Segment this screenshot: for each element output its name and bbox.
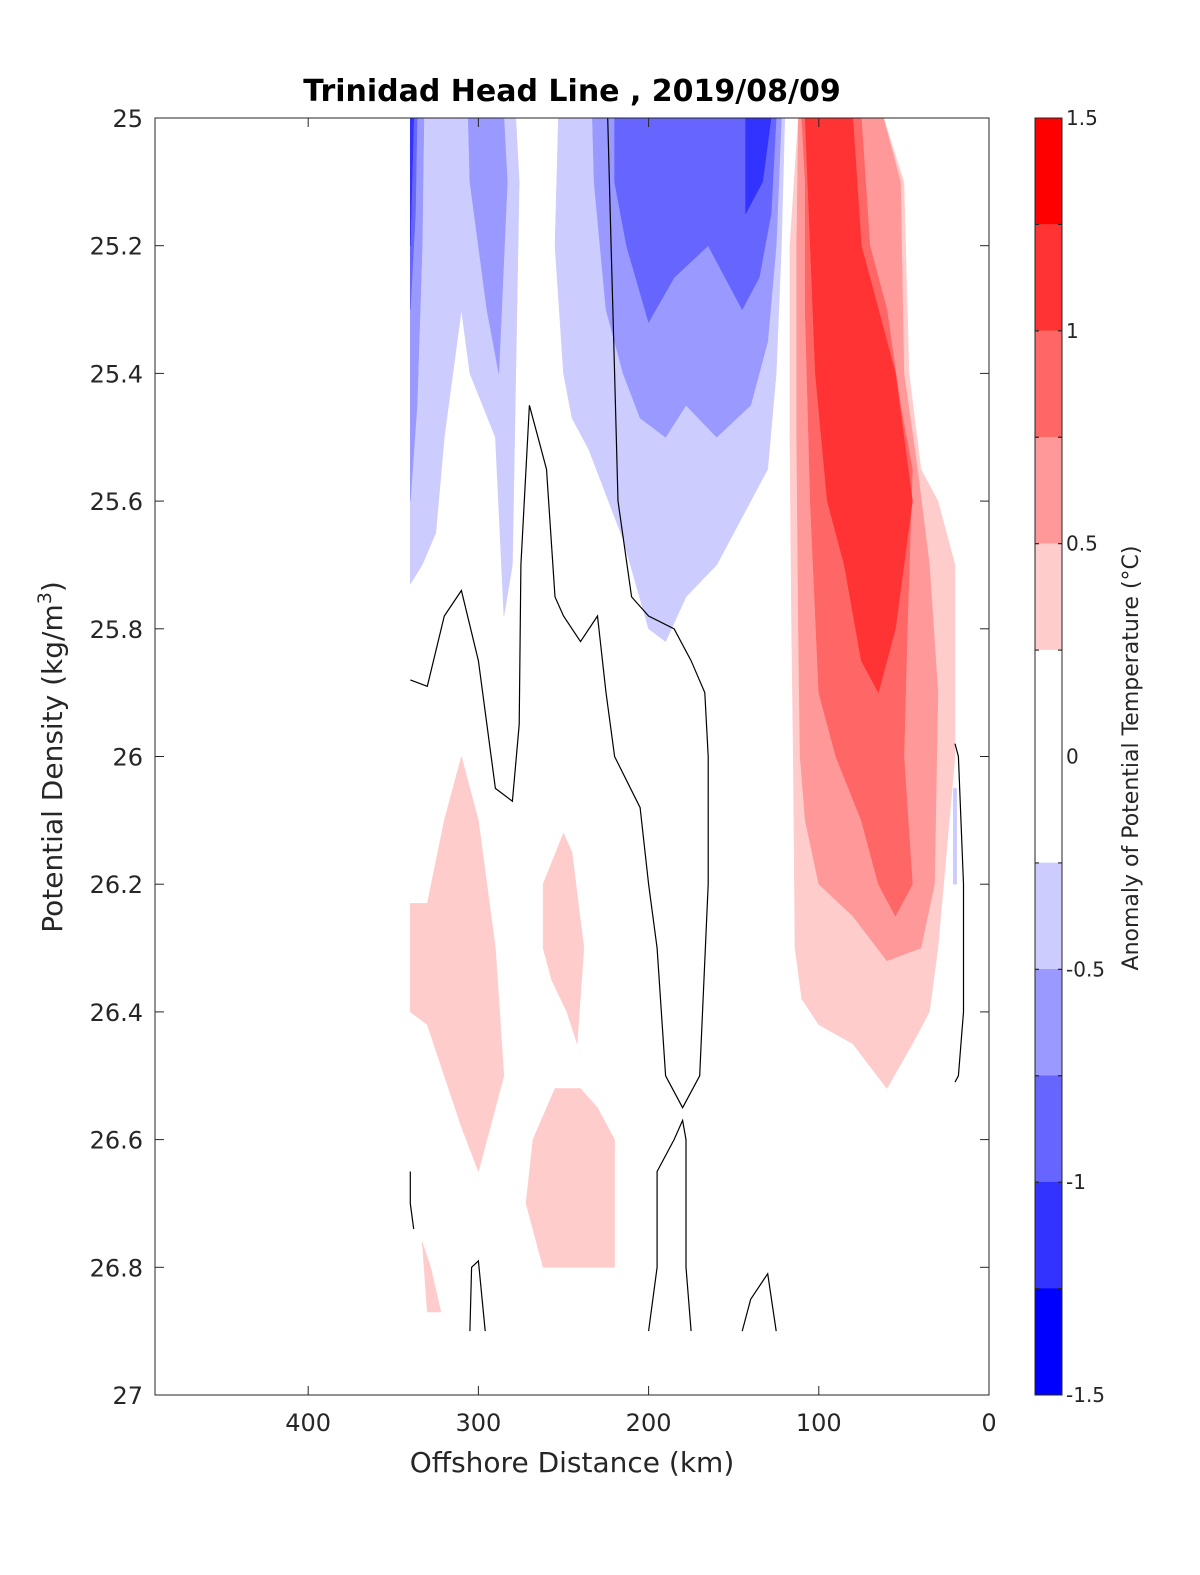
colorbar-ticks: 1.5 1 0.5 0 -0.5 -1 -1.5 [1035,106,1105,1407]
x-axis-label: Offshore Distance (km) [410,1446,735,1479]
colorbar-tick-label: 0.5 [1066,532,1098,556]
chart-title: Trinidad Head Line , 2019/08/09 [303,74,840,109]
contour-lines [409,117,965,1332]
contour-fills [410,117,957,1313]
y-axis-label: Potential Density (kg/m3) [34,581,69,933]
colorbar-band-8 [1034,1075,1063,1183]
colorbar-tick-label: 1.5 [1066,106,1098,130]
y-tick-label: 27 [112,1382,143,1410]
contour-region-17 [953,788,957,885]
contour-region-13 [410,755,505,1173]
colorbar-band-0 [1034,117,1063,225]
y-tick-label: 25.6 [90,488,143,516]
colorbar-tick-label: -0.5 [1066,957,1105,981]
contour-region-7 [614,117,777,323]
zero-contour-line-4 [741,1272,777,1332]
y-tick-label: 25.2 [90,233,143,261]
colorbar-band-2 [1034,330,1063,438]
colorbar-bands [1034,117,1063,1396]
contour-region-15 [525,1088,615,1268]
zero-contour-line-0 [410,117,709,1109]
colorbar-label: Anomaly of Potential Temperature (°C) [1119,546,1144,971]
x-tick-label: 0 [981,1409,996,1437]
y-tick-label: 25.8 [90,616,143,644]
x-tick-label: 400 [285,1409,331,1437]
contour-region-14 [542,832,585,1044]
colorbar-band-5 [1034,649,1063,864]
zero-contour-line-3 [648,1118,692,1332]
colorbar-frame [1034,117,1063,1396]
colorbar-tick-label: -1.5 [1066,1383,1105,1407]
colorbar-tick-label: -1 [1066,1170,1086,1194]
colorbar-band-1 [1034,224,1063,332]
contour-region-12 [804,117,913,694]
y-tick-label: 25.4 [90,360,143,388]
y-tick-label: 26.2 [90,871,143,899]
x-tick-label: 100 [796,1409,842,1437]
colorbar-band-7 [1034,969,1063,1076]
contour-region-16 [421,1241,442,1313]
colorbar-band-3 [1034,437,1063,544]
y-axis-ticks: 25 25.2 25.4 25.6 25.8 26 26.2 26.4 26.6 26.8 27 [90,105,989,1410]
zero-contour-line-1 [409,1171,415,1230]
y-tick-label: 26 [112,744,143,772]
colorbar-band-4 [1034,543,1063,651]
y-tick-label: 26.6 [90,1127,143,1155]
colorbar: 1.5 1 0.5 0 -0.5 -1 -1.5 [1034,106,1105,1407]
y-tick-label: 26.8 [90,1254,143,1282]
x-axis-ticks: 400 300 200 100 0 [285,118,997,1437]
x-tick-label: 300 [455,1409,501,1437]
zero-contour-line-5 [954,743,965,1083]
colorbar-band-6 [1034,862,1063,970]
colorbar-band-10 [1034,1288,1063,1396]
colorbar-tick-label: 1 [1066,319,1079,343]
y-tick-label: 25 [112,105,143,133]
x-tick-label: 200 [626,1409,672,1437]
plot-area: 400 300 200 100 0 25 25.2 25.4 25.6 25.8 26 26.2 26… [90,105,997,1437]
colorbar-tick-label: 0 [1066,745,1079,769]
zero-contour-line-2 [469,1259,486,1332]
colorbar-band-9 [1034,1181,1063,1289]
y-tick-label: 26.4 [90,999,143,1027]
